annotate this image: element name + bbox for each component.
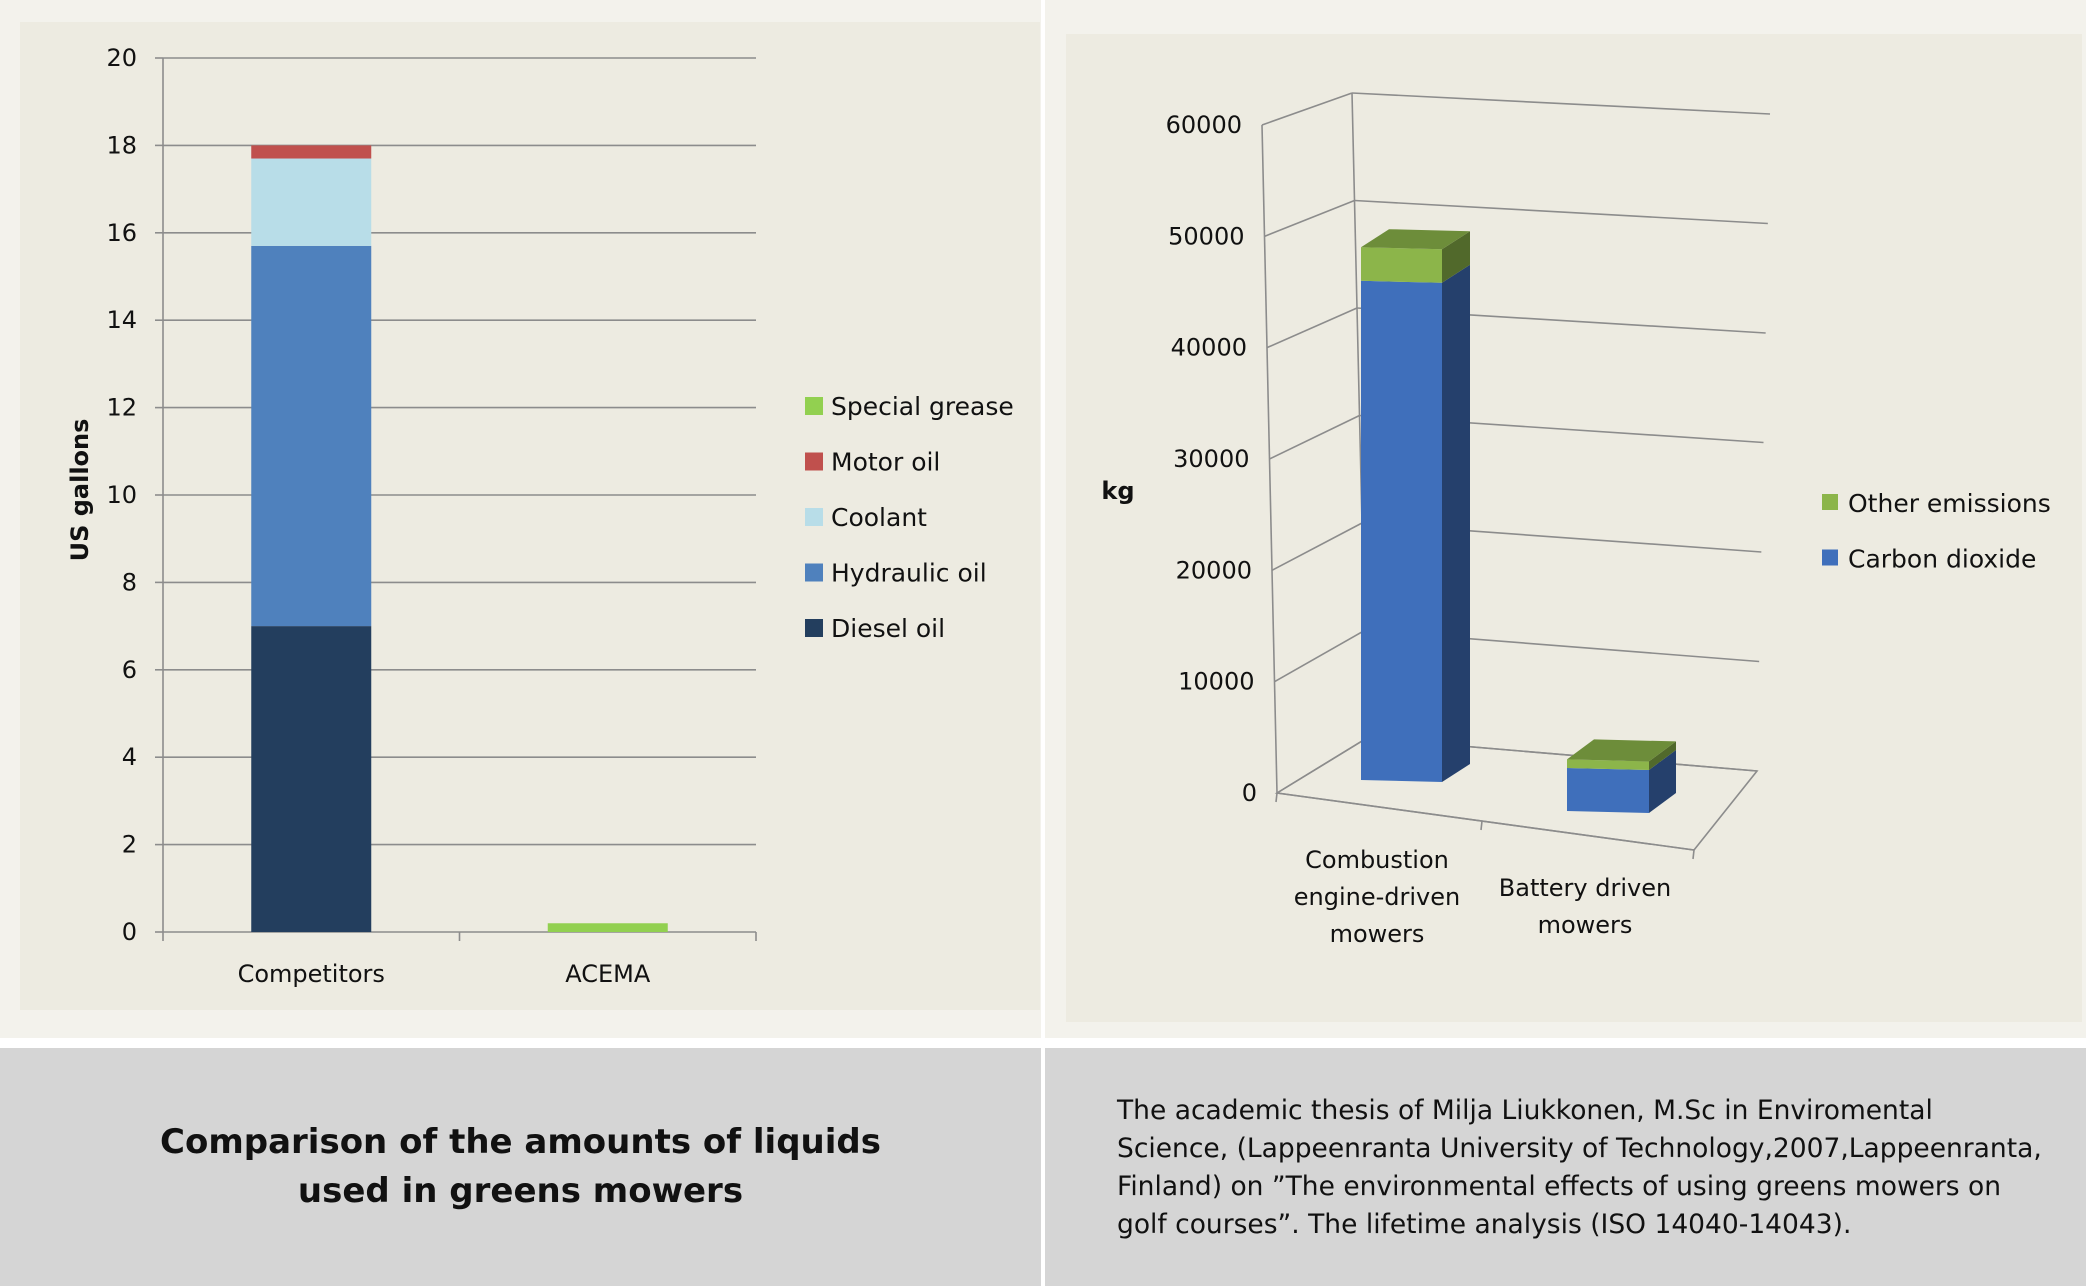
bar-side-face — [1442, 264, 1470, 782]
x-category-label: mowers — [1538, 911, 1633, 939]
legend-swatch — [1822, 549, 1838, 566]
legend-label: Carbon dioxide — [1848, 545, 2036, 574]
y-tick-label: 10 — [106, 481, 137, 509]
bar-top-face — [1361, 229, 1470, 250]
y-axis-title: kg — [1101, 477, 1134, 505]
y-tick-label: 16 — [106, 219, 137, 247]
bar-top-face — [1567, 739, 1676, 762]
bar-front-face — [1361, 247, 1442, 283]
caption-title-line: used in greens mowers — [297, 1171, 744, 1211]
back-wall-gridline — [1354, 199, 1768, 225]
y-tick-label: 0 — [122, 918, 137, 946]
caption-source-text: The academic thesis of Milja Liukkonen, … — [1117, 1092, 2057, 1244]
legend-label: Other emissions — [1848, 489, 2051, 518]
bar-segment — [251, 245, 372, 627]
caption-source-line: Science, (Lappeenranta University of Tec… — [1117, 1133, 2042, 1164]
x-category-label: engine-driven — [1294, 883, 1460, 911]
bar-side-face — [1442, 231, 1470, 283]
caption-right-box: The academic thesis of Milja Liukkonen, … — [1045, 1048, 2086, 1286]
x-category-label: Combustion — [1305, 846, 1449, 874]
x-category-label: Competitors — [238, 960, 385, 988]
emissions-chart-panel — [1066, 34, 2082, 1022]
legend-label: Diesel oil — [831, 614, 945, 643]
side-wall-gridline — [1264, 199, 1355, 238]
y-tick-label: 20 — [106, 44, 137, 72]
y-axis-title: US gallons — [66, 419, 94, 562]
caption-source-line: Finland) on ”The environmental effects o… — [1117, 1171, 2002, 1202]
bar-front-face — [1567, 759, 1649, 770]
y-tick-label: 4 — [122, 743, 137, 771]
bar-segment — [251, 145, 372, 159]
legend-label: Hydraulic oil — [831, 559, 987, 588]
y-tick-label: 8 — [122, 568, 137, 596]
bar-front-face — [1361, 280, 1442, 782]
legend-label: Motor oil — [831, 448, 940, 477]
x-category-label: ACEMA — [565, 960, 651, 988]
y-tick-label: 2 — [122, 831, 137, 859]
legend-swatch — [805, 563, 823, 582]
side-wall-gridline — [1274, 629, 1365, 683]
back-wall-gridline — [1351, 92, 1771, 115]
y-tick-label: 50000 — [1168, 222, 1244, 250]
x-axis-line — [1276, 792, 1695, 851]
y-tick-label: 0 — [1242, 779, 1257, 807]
x-tick-mark — [1692, 849, 1695, 860]
x-tick-mark — [1275, 792, 1278, 803]
legend-swatch — [805, 452, 823, 471]
horizontal-divider — [0, 1038, 2086, 1048]
side-wall-gridline — [1269, 414, 1360, 460]
y-tick-label: 18 — [106, 131, 137, 159]
caption-source-line: The academic thesis of Milja Liukkonen, … — [1117, 1095, 1933, 1126]
y-tick-label: 14 — [106, 306, 137, 334]
y-tick-label: 10000 — [1178, 668, 1254, 696]
caption-title: Comparison of the amounts of liquids use… — [0, 1118, 1041, 1216]
legend-swatch — [805, 508, 823, 526]
bar-segment — [251, 158, 372, 246]
bar-front-face — [1567, 768, 1649, 813]
x-category-label: Battery driven — [1499, 874, 1671, 902]
y-tick-label: 20000 — [1176, 556, 1252, 584]
legend-swatch — [805, 397, 823, 415]
bar-side-face — [1649, 741, 1676, 770]
y-tick-label: 40000 — [1171, 334, 1247, 362]
y-axis-line — [1261, 124, 1278, 794]
legend-label: Coolant — [831, 503, 927, 532]
caption-source-line: golf courses”. The lifetime analysis (IS… — [1117, 1209, 1852, 1240]
side-wall-gridline — [1261, 92, 1353, 126]
vertical-divider — [1041, 0, 1045, 1286]
legend-swatch — [1822, 494, 1838, 510]
y-tick-label: 30000 — [1173, 445, 1249, 473]
legend-label: Special grease — [831, 392, 1014, 421]
legend-swatch — [805, 619, 823, 637]
y-tick-label: 6 — [122, 656, 137, 684]
caption-title-line: Comparison of the amounts of liquids — [160, 1122, 881, 1162]
caption-left-box: Comparison of the amounts of liquids use… — [0, 1048, 1041, 1286]
bar-side-face — [1649, 750, 1676, 813]
side-wall-gridline — [1271, 522, 1363, 572]
y-tick-label: 12 — [106, 394, 137, 422]
bar-segment — [251, 626, 372, 932]
bar-segment — [547, 923, 668, 932]
x-category-label: mowers — [1330, 920, 1425, 948]
x-tick-mark — [1480, 820, 1483, 831]
chart-floor — [1274, 737, 1759, 851]
side-wall-gridline — [1266, 307, 1358, 349]
y-tick-label: 60000 — [1166, 111, 1242, 139]
